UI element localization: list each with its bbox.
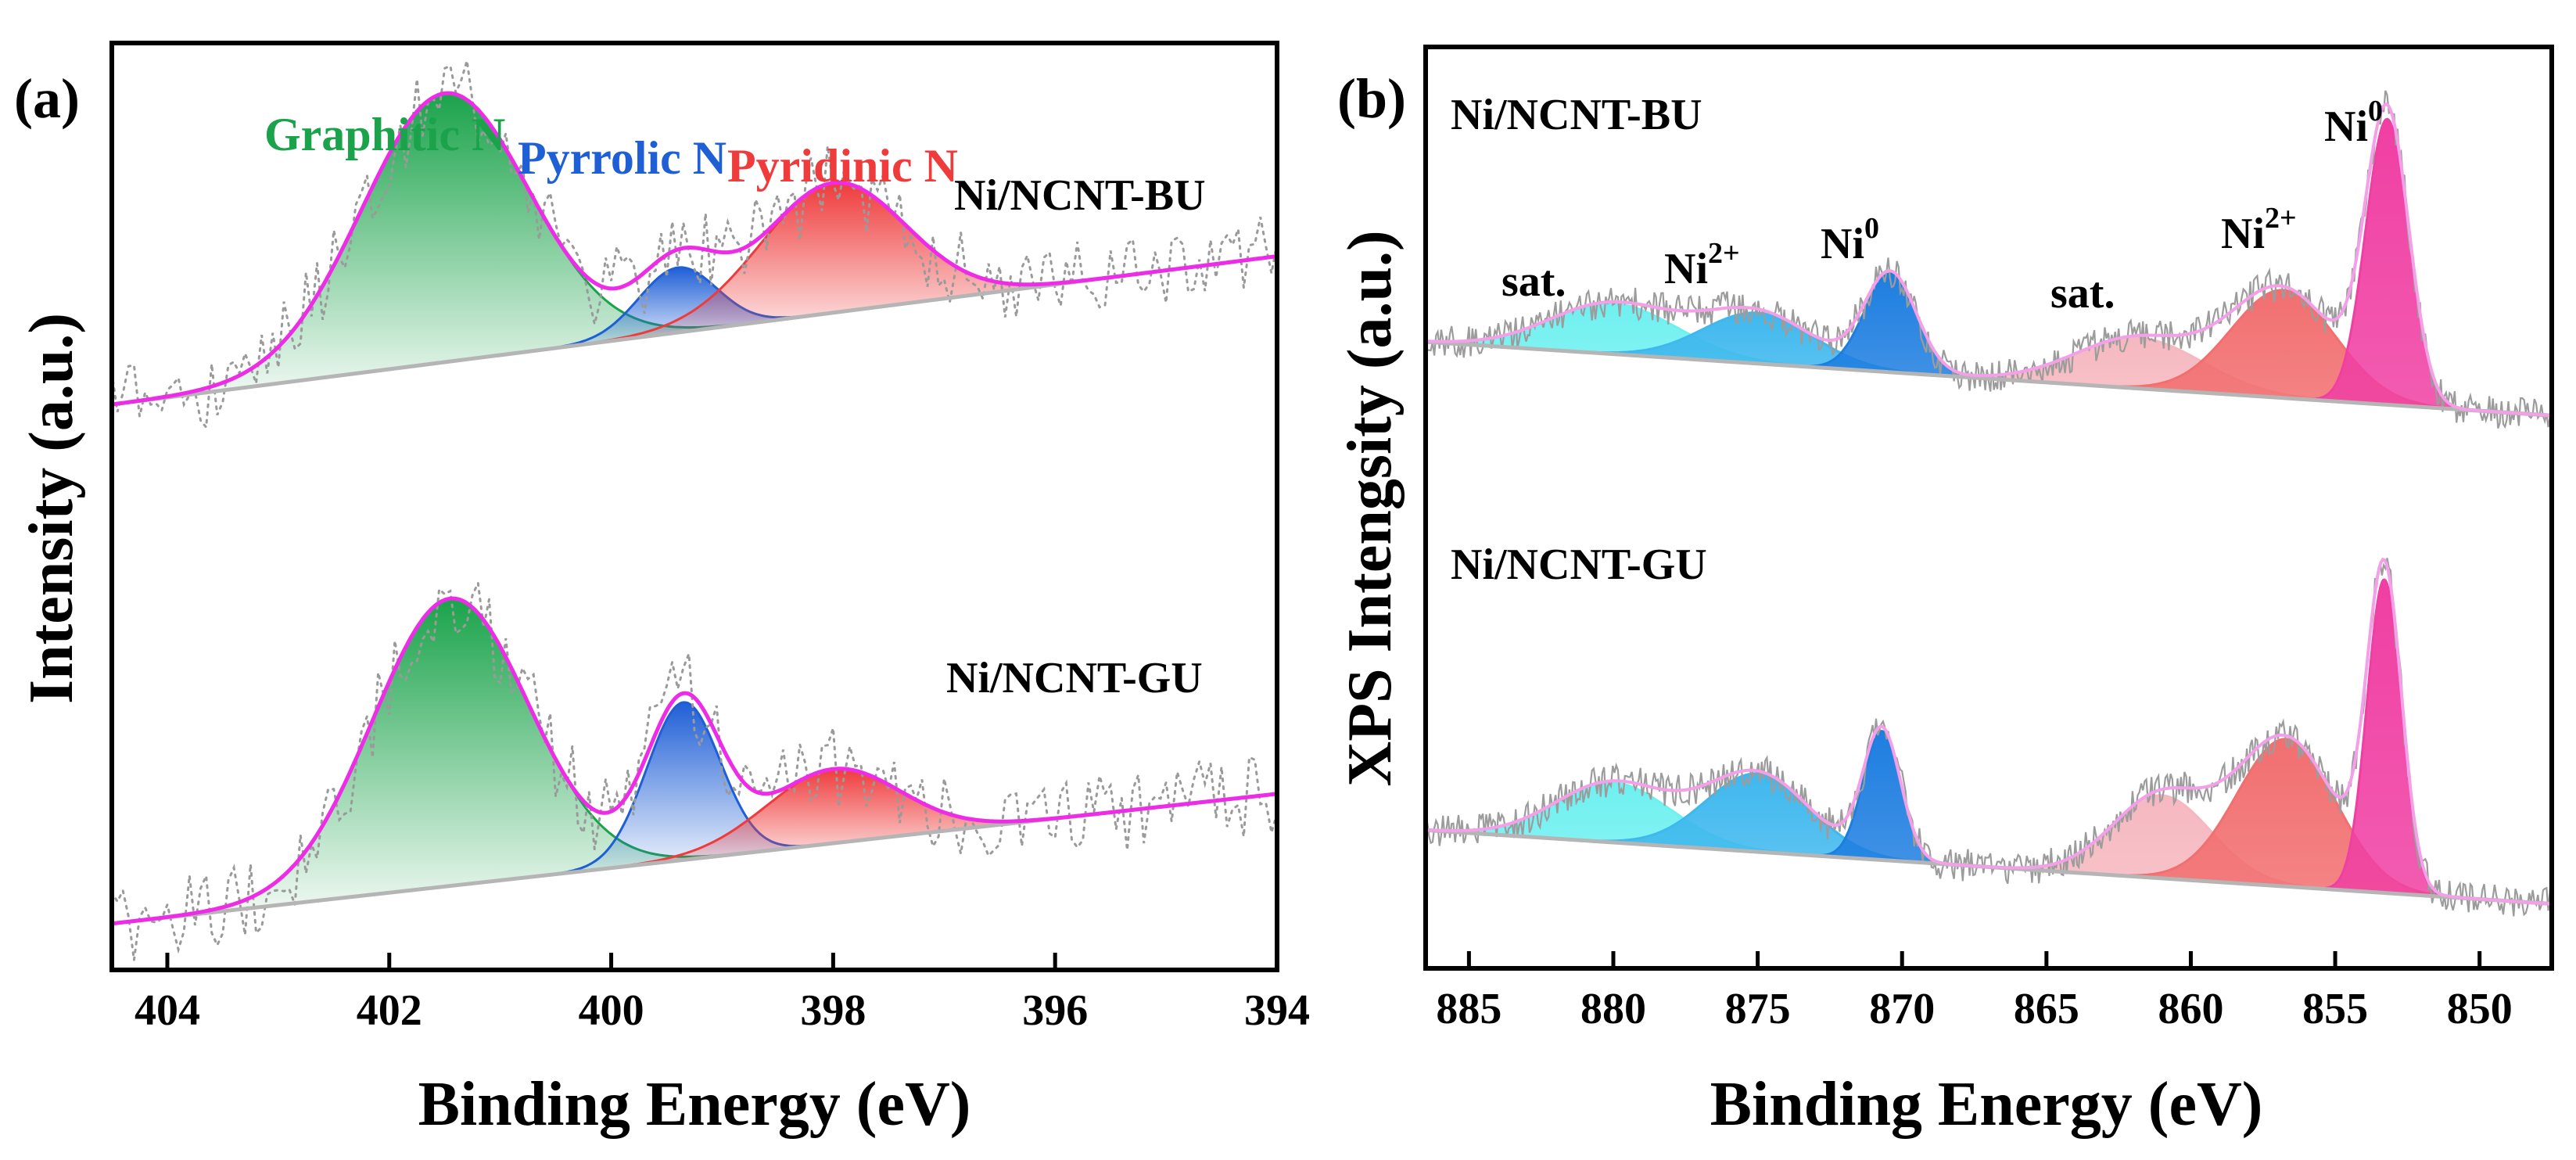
tick-label-b-1: 880	[1580, 985, 1646, 1033]
series-label-a-bu: Ni/NCNT-BU	[954, 171, 1206, 220]
tick-label-a-4: 396	[1022, 986, 1088, 1035]
panel-b-label: (b)	[1337, 67, 1406, 130]
series-b-1	[1424, 557, 2553, 917]
peak-label-ni2-2: Ni2+	[2221, 202, 2297, 258]
panel-b-x-ticks: 885 880 875 870 865 860 855 850	[1436, 951, 2513, 1033]
panel-b-x-axis-title: Binding Energy (eV)	[1710, 1070, 2263, 1139]
tick-label-a-2: 400	[579, 986, 644, 1035]
baseline-b-0	[1425, 339, 2553, 418]
pyrrolic-n-label: Pyrrolic N	[518, 132, 727, 184]
pyridinic-n-label: Pyridinic N	[727, 140, 958, 192]
envelope-fit-b-0	[1425, 102, 2553, 418]
tick-label-b-6: 855	[2302, 985, 2368, 1033]
peak-label-ni0-1: Ni0	[1821, 212, 1879, 268]
tick-label-b-0: 885	[1436, 985, 1501, 1033]
series-a-0	[110, 60, 1279, 431]
graphitic-n-label: Graphitic N	[264, 109, 505, 160]
peak-label-ni0-2: Ni0	[2324, 95, 2383, 151]
panel-a-x-ticks: 404 402 400 398 396 394	[135, 953, 1310, 1035]
envelope-fit-a-0	[111, 91, 1278, 407]
panel-a-frame	[109, 41, 1279, 972]
tick-label-a-0: 404	[135, 986, 200, 1035]
series-label-a-gu: Ni/NCNT-GU	[946, 654, 1203, 702]
series-a-1	[110, 579, 1279, 961]
panel-b: 885 880 875 870 865 860 855 850 (b) Binding Ene…	[1336, 45, 2554, 1139]
tick-label-b-4: 865	[2014, 985, 2079, 1033]
envelope-fit-a-1	[111, 596, 1278, 926]
series-label-b-gu: Ni/NCNT-GU	[1451, 540, 1707, 589]
tick-label-b-7: 850	[2447, 985, 2513, 1033]
panel-a: 404 402 400 398 396 394 (a) Binding Energy (e…	[14, 41, 1310, 1139]
panel-a-x-axis-title: Binding Energy (eV)	[418, 1070, 971, 1139]
peak-label-ni2-1: Ni2+	[1664, 237, 1740, 293]
tick-label-b-3: 870	[1869, 985, 1935, 1033]
series-b-0	[1424, 90, 2553, 429]
peak-label-sat-1: sat.	[1501, 257, 1566, 306]
tick-label-a-1: 402	[357, 986, 422, 1035]
panel-b-y-axis-title: XPS Intengsity (a.u.)	[1336, 230, 1405, 786]
tick-label-b-2: 875	[1725, 985, 1791, 1033]
panel-a-label: (a)	[14, 67, 80, 130]
tick-label-a-5: 394	[1244, 986, 1310, 1035]
panel-a-plot-area	[110, 60, 1279, 961]
tick-label-a-3: 398	[800, 986, 866, 1035]
panel-b-frame	[1423, 45, 2554, 971]
panel-a-y-axis-title: Intensity (a.u.)	[17, 313, 86, 704]
envelope-fit-b-1	[1425, 557, 2553, 906]
panel-b-plot-area	[1424, 90, 2553, 917]
raw-data-a-1	[110, 579, 1279, 961]
tick-label-b-5: 860	[2158, 985, 2223, 1033]
peak-label-sat-2: sat.	[2050, 269, 2115, 318]
series-label-b-bu: Ni/NCNT-BU	[1451, 91, 1702, 139]
